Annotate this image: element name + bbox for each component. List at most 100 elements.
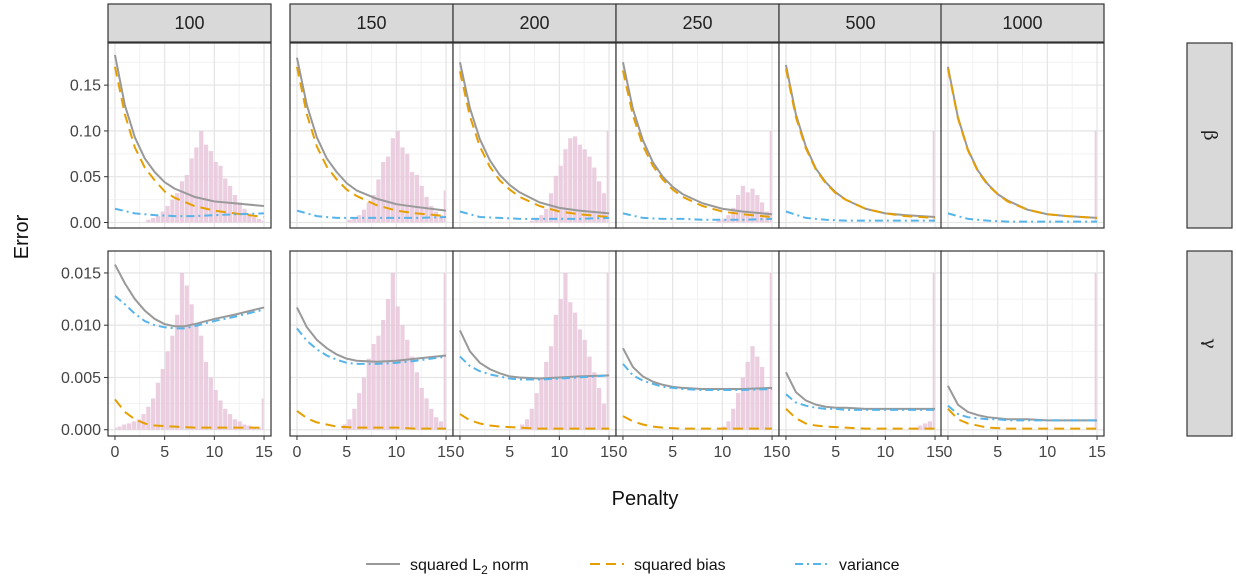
panel	[778, 42, 943, 229]
x-tick-label: 0	[111, 444, 120, 461]
x-tick-label: 15	[926, 444, 944, 461]
histogram-bar	[247, 425, 252, 430]
histogram-bar	[539, 377, 544, 430]
histogram-bar	[151, 217, 156, 223]
histogram-bar	[534, 218, 539, 223]
x-tick-label: 15	[600, 444, 618, 461]
histogram	[342, 272, 446, 430]
series-line-variance	[785, 393, 936, 411]
histogram-bar	[558, 299, 563, 430]
histogram-bar	[740, 377, 745, 430]
histogram-bar	[385, 299, 391, 430]
histogram-bar	[357, 215, 362, 223]
histogram-bar	[424, 398, 429, 430]
histogram-bar	[726, 215, 731, 223]
histogram	[1094, 130, 1097, 223]
panel	[107, 250, 272, 437]
col-strip: 500	[778, 3, 943, 43]
histogram-bar	[1094, 130, 1097, 223]
col-strip: 1000	[940, 3, 1105, 43]
histogram-bar	[218, 165, 223, 223]
x-tick-label: 10	[205, 444, 223, 461]
histogram-bar	[256, 218, 262, 223]
histogram-bar	[592, 167, 597, 223]
x-tick-label: 15	[437, 444, 455, 461]
histogram-bar	[568, 302, 573, 430]
grid	[941, 251, 1104, 436]
histogram-bar	[199, 335, 204, 430]
histogram-bar	[160, 369, 165, 430]
histogram-bar	[366, 202, 371, 223]
legend-item-bias: squared bias	[590, 557, 726, 574]
x-tick-label: 0	[944, 444, 953, 461]
histogram-bar	[918, 425, 923, 430]
histogram-bar	[409, 356, 415, 430]
panel-border	[107, 42, 272, 229]
histogram-bar	[189, 304, 194, 430]
grid	[779, 43, 942, 228]
histogram-bar	[175, 193, 180, 223]
x-tick-label: 0	[293, 444, 302, 461]
histogram-bar	[126, 423, 132, 430]
histogram-bar	[755, 195, 760, 223]
histogram-bar	[544, 208, 549, 223]
histogram-bar	[223, 408, 228, 430]
histogram-bar	[131, 421, 136, 430]
histogram-bar	[582, 149, 587, 223]
histogram-bar	[165, 351, 170, 430]
histogram-bar	[745, 361, 750, 430]
series-line-bias	[114, 398, 265, 429]
histogram	[347, 130, 446, 223]
x-tick-label: 5	[831, 444, 840, 461]
histogram-bar	[252, 217, 257, 223]
histogram-bar	[390, 272, 395, 430]
histogram-bar	[261, 398, 264, 430]
histogram-bar	[577, 144, 582, 223]
histogram-bar	[434, 211, 439, 223]
x-tick-label: 5	[993, 444, 1002, 461]
series-line-l2	[621, 62, 773, 216]
x-tick-label: 0	[619, 444, 628, 461]
panel	[615, 42, 780, 229]
x-tick-label: 0	[782, 444, 791, 461]
series-line-bias	[946, 68, 1098, 219]
series-line-l2	[113, 54, 265, 208]
panel	[452, 250, 617, 437]
col-strip: 100	[107, 3, 272, 43]
histogram-bar	[716, 220, 721, 223]
histogram-bar	[524, 419, 530, 430]
histogram-bar	[539, 215, 544, 223]
histogram-bar	[194, 147, 199, 223]
panel-border	[940, 250, 1105, 437]
histogram-bar	[395, 306, 400, 430]
histogram-bar	[731, 207, 736, 223]
histogram-bar	[606, 272, 609, 430]
series-line-variance	[296, 327, 447, 365]
histogram-bar	[414, 174, 419, 223]
histogram-bar	[400, 147, 405, 223]
histogram-bar	[726, 421, 731, 430]
histogram-bar	[376, 179, 381, 223]
x-tick-label: 10	[1038, 444, 1056, 461]
histogram-bar	[529, 408, 534, 430]
col-strip-label: 200	[519, 13, 549, 33]
histogram-bar	[232, 419, 237, 430]
panel	[615, 250, 780, 437]
row-strip: γ	[1186, 250, 1233, 437]
histogram-bar	[587, 156, 592, 223]
col-strip-label: 500	[845, 13, 875, 33]
row-strip-label: β	[1200, 130, 1221, 140]
col-strip-label: 100	[174, 13, 204, 33]
series-line-variance	[114, 295, 265, 330]
histogram-bar	[764, 387, 770, 430]
histogram-bar	[357, 393, 362, 430]
series-line-variance	[622, 212, 773, 221]
histogram-bar	[932, 130, 935, 223]
histogram-bar	[553, 314, 558, 430]
col-strip: 200	[452, 3, 617, 43]
panels-layer	[107, 42, 1105, 437]
histogram-bar	[381, 162, 386, 223]
histogram-bar	[179, 181, 185, 223]
col-strip-label: 250	[682, 13, 712, 33]
